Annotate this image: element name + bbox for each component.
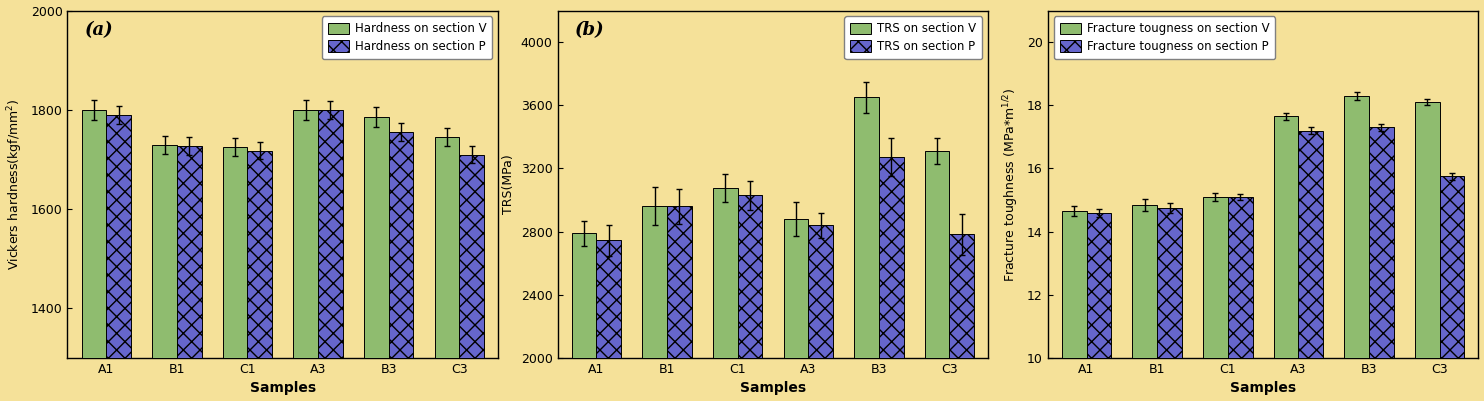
Bar — [1132, 205, 1158, 401]
Legend: Hardness on section V, Hardness on section P: Hardness on section V, Hardness on secti… — [322, 16, 493, 59]
Bar — [784, 219, 809, 401]
X-axis label: Samples: Samples — [741, 381, 806, 395]
Bar — [1414, 102, 1439, 401]
Bar — [223, 147, 248, 401]
Bar — [597, 240, 622, 401]
Bar — [643, 207, 666, 401]
Bar — [153, 145, 177, 401]
Bar — [177, 146, 202, 401]
Bar — [1370, 128, 1393, 401]
Legend: Fracture tougness on section V, Fracture tougness on section P: Fracture tougness on section V, Fracture… — [1054, 16, 1275, 59]
X-axis label: Samples: Samples — [1230, 381, 1296, 395]
Bar — [1204, 197, 1227, 401]
Bar — [1273, 116, 1298, 401]
Bar — [925, 151, 950, 401]
Bar — [1298, 131, 1324, 401]
Text: (a): (a) — [85, 21, 113, 39]
Bar — [855, 97, 879, 401]
Bar — [1086, 213, 1112, 401]
Bar — [571, 233, 597, 401]
Bar — [1227, 197, 1252, 401]
Text: (b): (b) — [574, 21, 604, 39]
Y-axis label: TRS(MPa): TRS(MPa) — [502, 154, 515, 214]
Bar — [1439, 176, 1465, 401]
Bar — [1063, 211, 1086, 401]
Bar — [435, 137, 460, 401]
Bar — [879, 158, 904, 401]
Bar — [248, 150, 272, 401]
Legend: TRS on section V, TRS on section P: TRS on section V, TRS on section P — [844, 16, 982, 59]
Bar — [738, 195, 763, 401]
Y-axis label: Vickers hardness(kgf/mm$^2$): Vickers hardness(kgf/mm$^2$) — [6, 99, 25, 270]
X-axis label: Samples: Samples — [249, 381, 316, 395]
Text: (c): (c) — [1066, 21, 1094, 39]
Bar — [82, 110, 107, 401]
Bar — [107, 115, 131, 401]
Bar — [389, 132, 414, 401]
Bar — [712, 188, 738, 401]
Bar — [809, 225, 833, 401]
Bar — [318, 110, 343, 401]
Bar — [950, 234, 974, 401]
Y-axis label: Fracture toughness (MPa*m$^{1/2}$): Fracture toughness (MPa*m$^{1/2}$) — [1002, 87, 1021, 282]
Bar — [364, 117, 389, 401]
Bar — [294, 110, 318, 401]
Bar — [666, 207, 692, 401]
Bar — [1345, 96, 1370, 401]
Bar — [460, 154, 484, 401]
Bar — [1158, 208, 1181, 401]
